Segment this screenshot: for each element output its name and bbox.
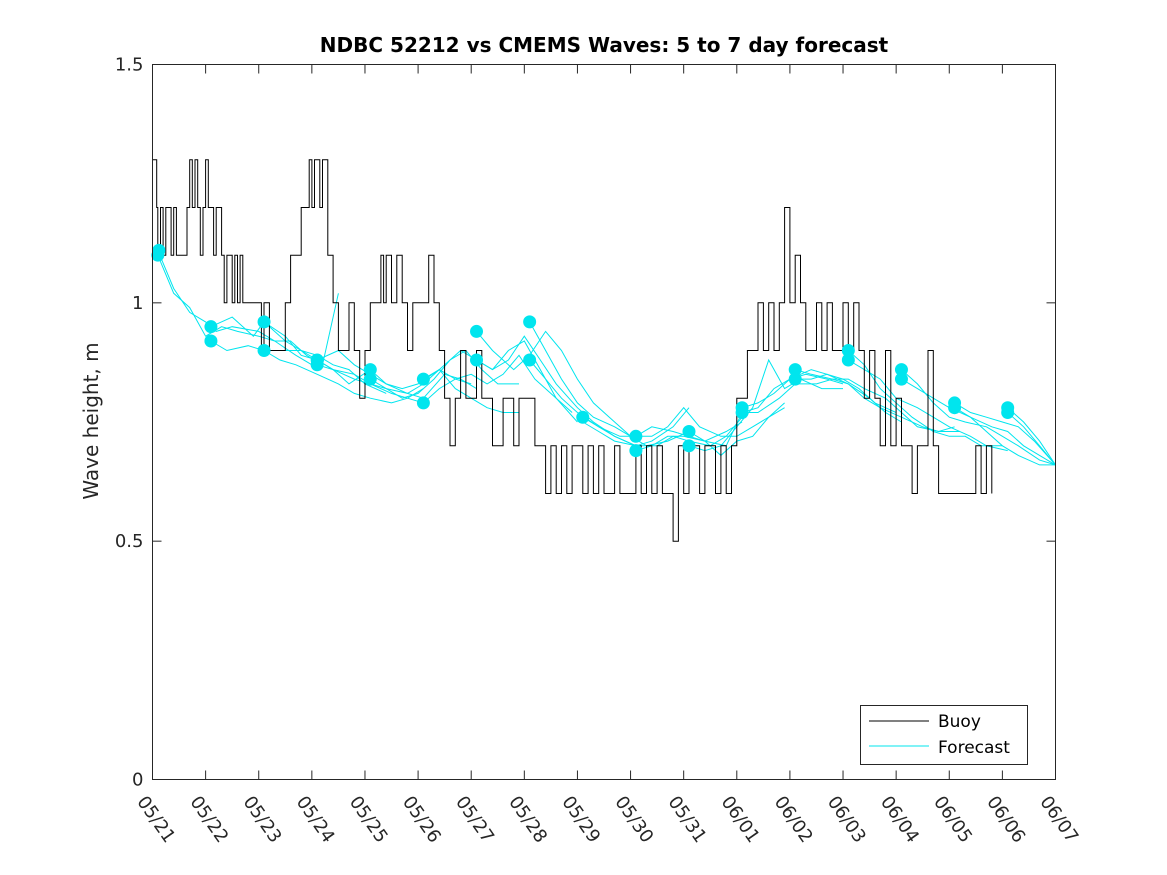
forecast-line xyxy=(263,350,424,404)
forecast-line xyxy=(317,364,477,399)
forecast-marker xyxy=(682,439,696,453)
chart-title: NDBC 52212 vs CMEMS Waves: 5 to 7 day fo… xyxy=(320,33,889,57)
forecast-marker xyxy=(523,315,537,329)
forecast-marker xyxy=(204,320,218,334)
x-tick-label: 05/27 xyxy=(451,792,498,847)
forecast-marker xyxy=(257,315,271,329)
forecast-line xyxy=(742,378,902,423)
forecast-line xyxy=(847,350,1003,447)
forecast-line xyxy=(582,416,743,442)
forecast-marker xyxy=(841,353,855,367)
forecast-marker xyxy=(151,248,165,262)
forecast-line xyxy=(316,349,472,390)
forecast-line xyxy=(582,416,743,447)
legend-box xyxy=(860,705,1028,765)
legend-buoy-label: Buoy xyxy=(938,712,981,732)
forecast-line xyxy=(848,359,1008,452)
forecast-marker xyxy=(894,363,908,377)
forecast-marker xyxy=(788,372,802,386)
forecast-line xyxy=(1007,412,1056,466)
forecast-line xyxy=(476,330,631,437)
x-tick-label: 05/24 xyxy=(292,792,339,847)
x-tick-label: 05/26 xyxy=(398,792,445,847)
buoy-line xyxy=(152,159,993,542)
x-tick-label: 05/30 xyxy=(610,792,657,847)
forecast-marker xyxy=(576,410,590,424)
forecast-line xyxy=(954,402,1056,466)
forecast-marker xyxy=(629,444,643,458)
forecast-marker xyxy=(735,405,749,419)
y-tick-label: 1 xyxy=(132,293,143,314)
forecast-line xyxy=(423,340,573,413)
x-tick-label: 05/31 xyxy=(664,792,711,847)
forecast-line xyxy=(635,402,785,457)
legend-forecast-label: Forecast xyxy=(938,738,1010,758)
forecast-line xyxy=(741,369,897,413)
forecast-line xyxy=(369,368,519,413)
forecast-marker xyxy=(1001,405,1015,419)
x-tick-label: 05/23 xyxy=(239,792,286,847)
y-tick-label: 0 xyxy=(132,770,143,791)
x-tick-label: 05/25 xyxy=(345,792,392,847)
y-tick-label: 0.5 xyxy=(115,531,144,552)
forecast-line xyxy=(370,349,519,399)
forecast-line xyxy=(529,321,690,447)
forecast-marker xyxy=(948,401,962,415)
forecast-marker xyxy=(363,372,377,386)
x-tick-label: 05/28 xyxy=(504,792,551,847)
forecast-marker xyxy=(257,344,271,357)
forecast-marker xyxy=(363,363,377,377)
x-tick-label: 05/22 xyxy=(186,792,233,847)
forecast-marker xyxy=(629,429,643,443)
x-tick-label: 05/21 xyxy=(132,792,179,847)
x-tick-label: 06/05 xyxy=(929,792,976,847)
plot-frame xyxy=(152,64,1056,780)
x-tick-label: 06/03 xyxy=(823,792,870,847)
forecast-line xyxy=(263,321,424,404)
forecast-marker xyxy=(523,353,537,367)
x-tick-label: 05/29 xyxy=(557,792,604,847)
forecast-line xyxy=(954,407,1056,466)
series-layer xyxy=(151,159,1056,542)
forecast-line xyxy=(901,378,1056,466)
x-tick-label: 06/04 xyxy=(876,792,923,847)
forecast-line xyxy=(688,373,844,447)
forecast-line xyxy=(529,359,690,447)
forecast-marker xyxy=(894,372,908,386)
forecast-marker xyxy=(416,396,430,410)
y-tick-label: 1.5 xyxy=(115,55,144,76)
forecast-marker xyxy=(310,358,324,372)
legend: Buoy Forecast xyxy=(860,705,1028,765)
x-tick-label: 06/02 xyxy=(770,792,817,847)
forecast-marker xyxy=(470,324,484,338)
forecast-marker xyxy=(470,353,484,367)
forecast-marker xyxy=(204,334,218,348)
forecast-marker xyxy=(788,363,802,377)
forecast-marker xyxy=(416,372,430,386)
forecast-line xyxy=(688,358,843,452)
forecast-line xyxy=(157,255,339,366)
forecast-line xyxy=(1007,407,1056,466)
x-tick-label: 06/06 xyxy=(982,792,1029,847)
forecast-marker xyxy=(682,425,696,439)
x-tick-label: 06/07 xyxy=(1035,792,1082,847)
forecast-line xyxy=(476,335,637,447)
forecast-marker xyxy=(841,344,855,357)
forecast-line xyxy=(635,406,785,437)
y-axis-label: Wave height, m xyxy=(79,342,103,499)
forecast-line xyxy=(423,354,578,423)
x-tick-label: 06/01 xyxy=(717,792,764,847)
